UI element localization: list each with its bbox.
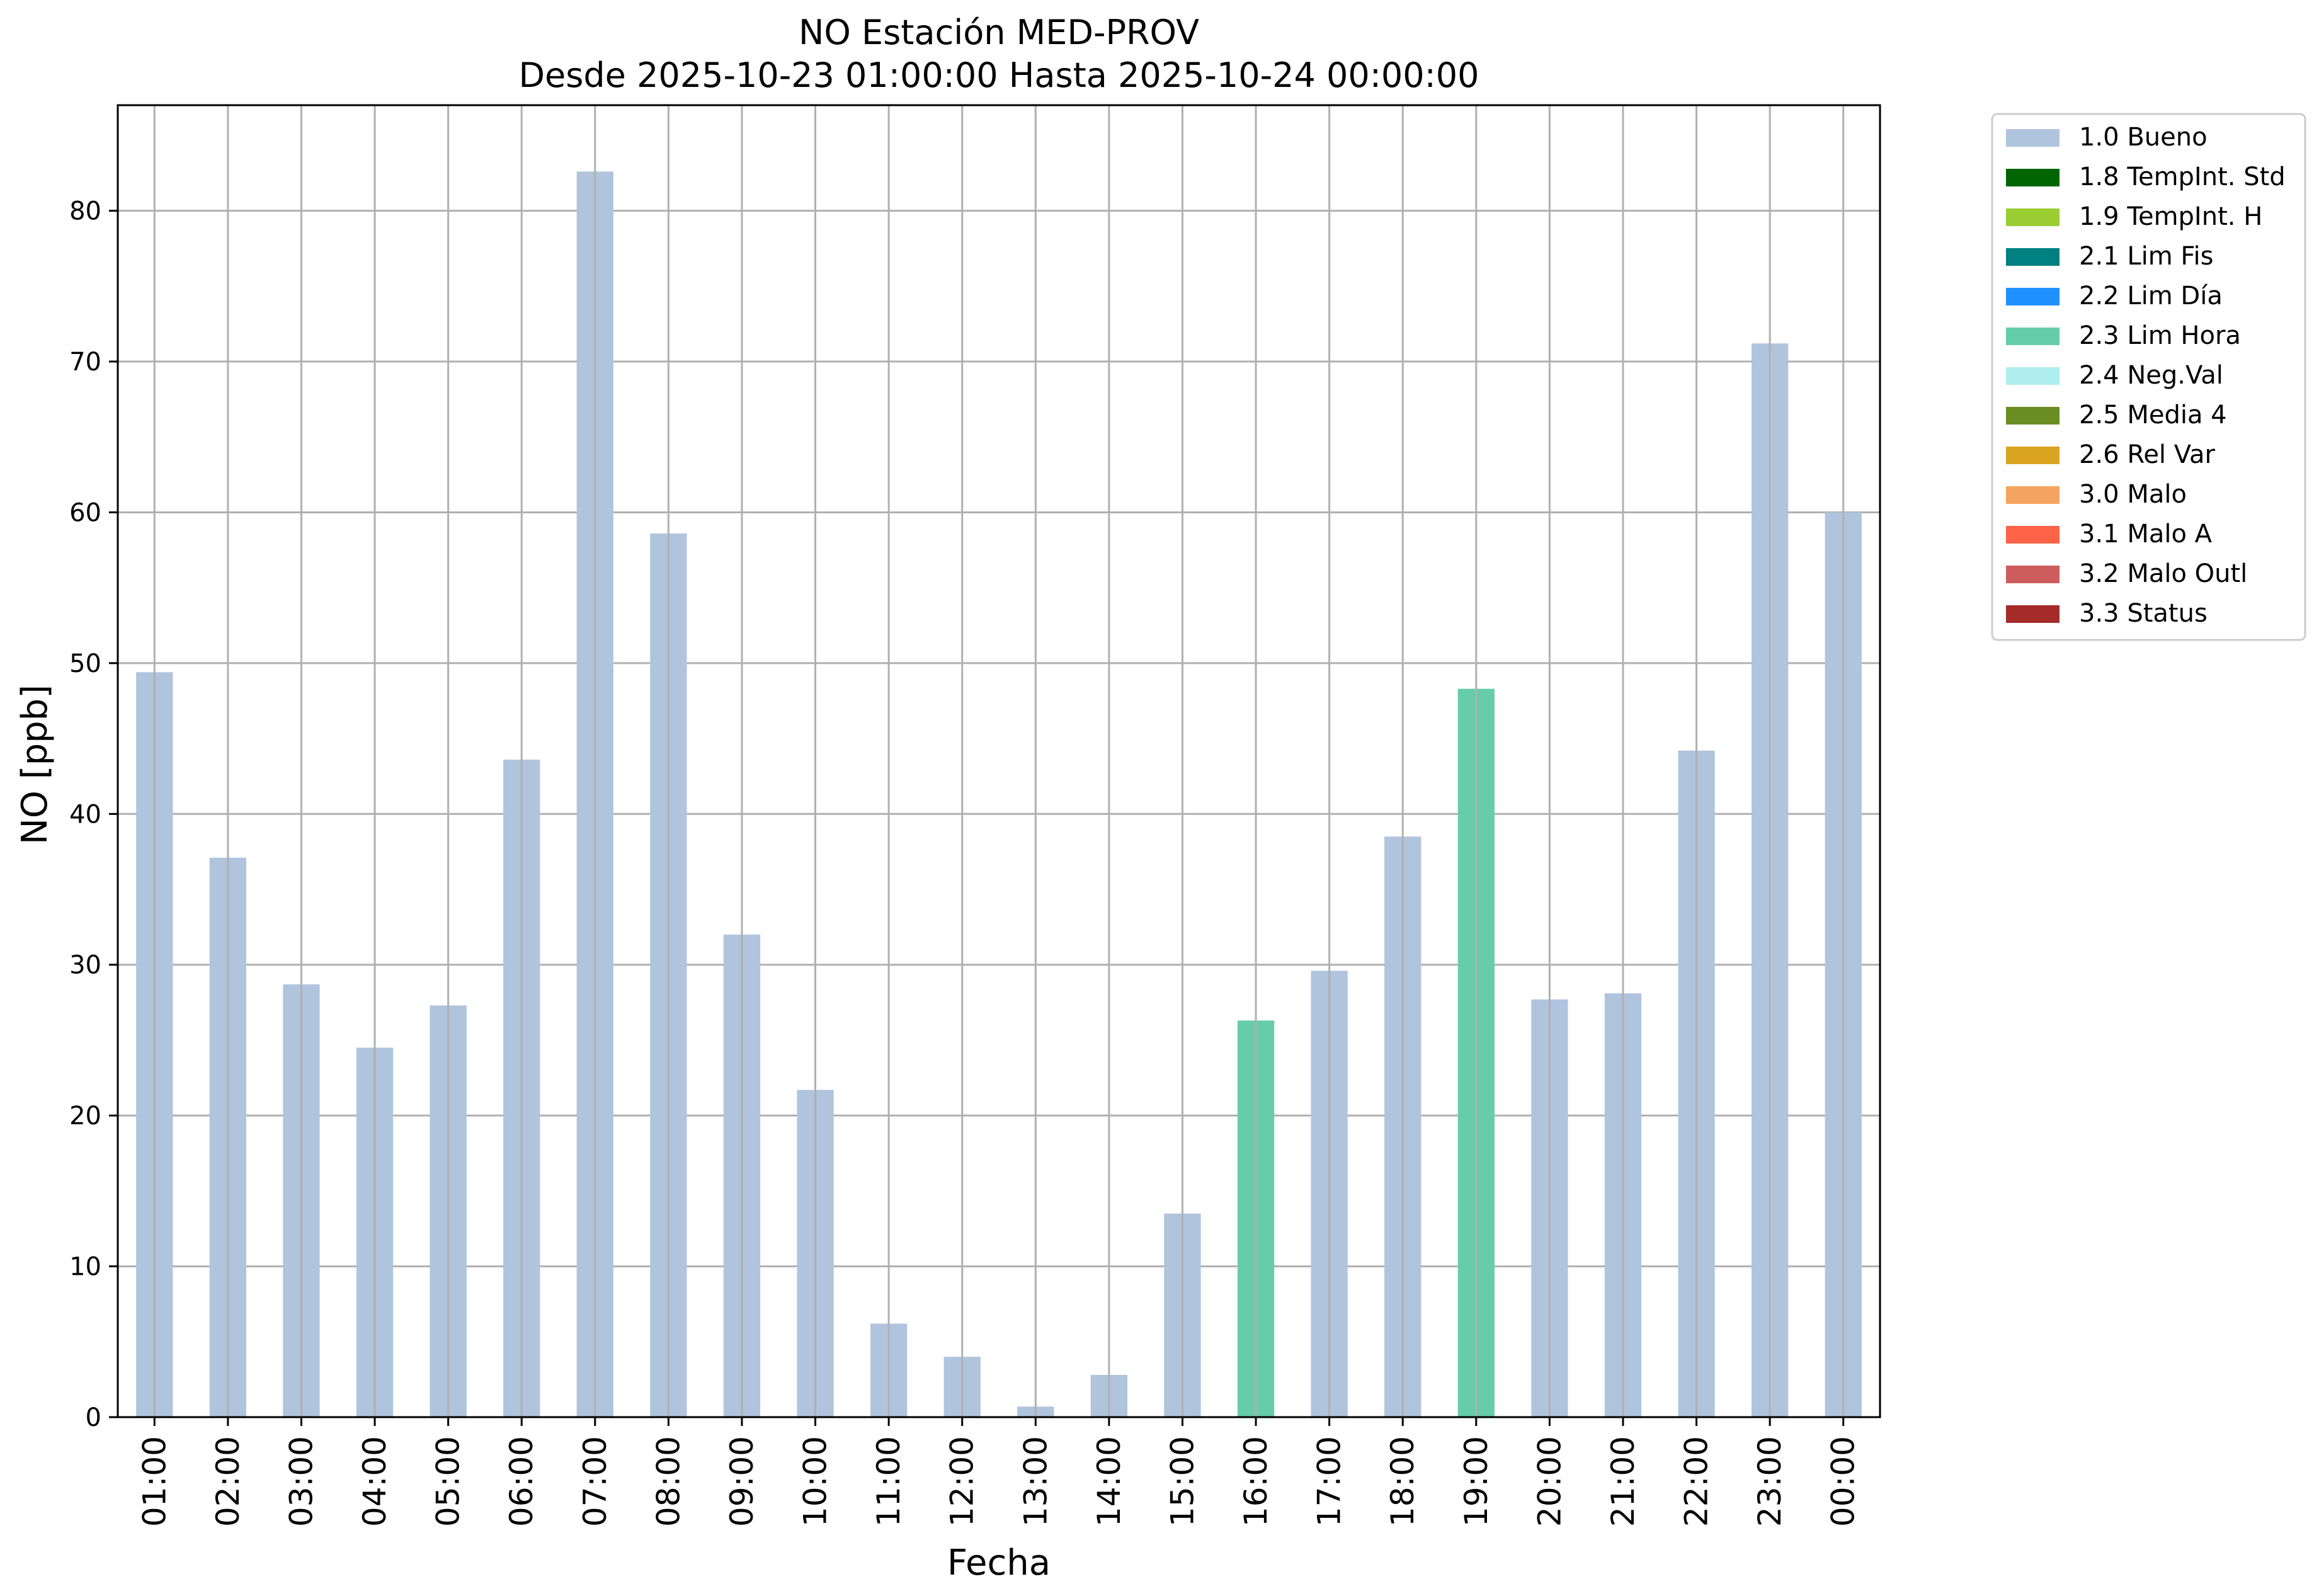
y-tick-label: 10 — [69, 1253, 101, 1282]
legend-label: 3.0 Malo — [2079, 480, 2187, 509]
legend-swatch — [2006, 367, 2060, 385]
x-tick-label: 17:00 — [1311, 1436, 1348, 1527]
legend-items: 1.0 Bueno 1.8 TempInt. Std 1.9 TempInt. H 2… — [2006, 123, 2286, 628]
y-tick-label: 0 — [86, 1403, 101, 1432]
x-tick-label: 10:00 — [797, 1436, 834, 1527]
x-tick-label: 07:00 — [577, 1436, 613, 1527]
x-tick-label: 20:00 — [1531, 1436, 1568, 1527]
legend-label: 3.2 Malo Outl — [2079, 559, 2247, 588]
y-tick-label: 70 — [69, 348, 101, 377]
legend-swatch — [2006, 208, 2060, 226]
legend-swatch — [2006, 447, 2060, 464]
y-tick-label: 20 — [69, 1102, 101, 1131]
legend-label: 2.6 Rel Var — [2079, 440, 2216, 469]
x-tick-label: 03:00 — [283, 1436, 319, 1527]
x-tick-label: 11:00 — [870, 1436, 907, 1527]
legend-label: 3.3 Status — [2079, 599, 2208, 628]
legend-swatch — [2006, 328, 2060, 345]
y-tick-label: 60 — [69, 498, 101, 527]
x-tick-label: 09:00 — [724, 1436, 760, 1527]
x-tick-label: 16:00 — [1238, 1436, 1274, 1527]
x-tick-label: 14:00 — [1091, 1436, 1127, 1527]
legend-swatch — [2006, 248, 2060, 266]
x-axis-ticks: 01:00 02:00 03:00 04:00 05:00 06:00 07:00 08:00… — [136, 1417, 1862, 1527]
legend-label: 2.5 Media 4 — [2079, 401, 2227, 430]
x-tick-label: 15:00 — [1164, 1436, 1200, 1527]
legend-label: 2.3 Lim Hora — [2079, 321, 2241, 350]
legend-label: 1.0 Bueno — [2079, 123, 2208, 152]
x-tick-label: 23:00 — [1752, 1436, 1788, 1527]
legend-swatch — [2006, 566, 2060, 583]
legend-swatch — [2006, 526, 2060, 544]
legend-label: 1.9 TempInt. H — [2079, 202, 2262, 231]
legend-swatch — [2006, 169, 2060, 186]
x-tick-label: 01:00 — [136, 1436, 173, 1527]
y-axis-ticks: 0 10 20 30 40 50 60 70 80 — [69, 197, 118, 1432]
x-tick-label: 19:00 — [1458, 1436, 1495, 1527]
legend-swatch — [2006, 129, 2060, 147]
legend-swatch — [2006, 605, 2060, 623]
plot-frame — [117, 104, 1881, 1418]
legend-label: 2.2 Lim Día — [2079, 282, 2223, 311]
y-tick-label: 40 — [69, 800, 101, 829]
y-tick-label: 30 — [69, 951, 101, 980]
legend-frame — [1991, 113, 2306, 641]
x-tick-label: 18:00 — [1384, 1436, 1421, 1527]
legend-swatch — [2006, 407, 2060, 425]
y-tick-label: 50 — [69, 649, 101, 678]
x-tick-label: 22:00 — [1678, 1436, 1715, 1527]
chart-subtitle: Desde 2025-10-23 01:00:00 Hasta 2025-10-… — [518, 55, 1479, 95]
legend-swatch — [2006, 288, 2060, 305]
legend: 1.0 Bueno 1.8 TempInt. Std 1.9 TempInt. H 2… — [1991, 113, 2306, 641]
y-tick-label: 80 — [69, 197, 101, 226]
legend-label: 3.1 Malo A — [2079, 520, 2213, 549]
x-tick-label: 06:00 — [503, 1436, 540, 1527]
bars — [136, 171, 1862, 1418]
chart-title: NO Estación MED-PROV — [799, 13, 1199, 52]
legend-swatch — [2006, 486, 2060, 504]
legend-label: 1.8 TempInt. Std — [2079, 162, 2286, 191]
x-axis-label: Fecha — [947, 1542, 1051, 1583]
y-axis-label: NO [ppb] — [14, 685, 55, 845]
x-tick-label: 05:00 — [430, 1436, 467, 1527]
legend-label: 2.1 Lim Fis — [2079, 242, 2213, 271]
grid-overlay — [153, 105, 1845, 1417]
grid — [118, 210, 1880, 1418]
x-tick-label: 04:00 — [356, 1436, 393, 1527]
x-tick-label: 00:00 — [1825, 1436, 1862, 1527]
x-tick-label: 08:00 — [650, 1436, 687, 1527]
x-tick-label: 02:00 — [210, 1436, 246, 1527]
x-tick-label: 12:00 — [944, 1436, 981, 1527]
x-tick-label: 21:00 — [1605, 1436, 1641, 1527]
legend-label: 2.4 Neg.Val — [2079, 361, 2223, 390]
x-tick-label: 13:00 — [1017, 1436, 1054, 1527]
